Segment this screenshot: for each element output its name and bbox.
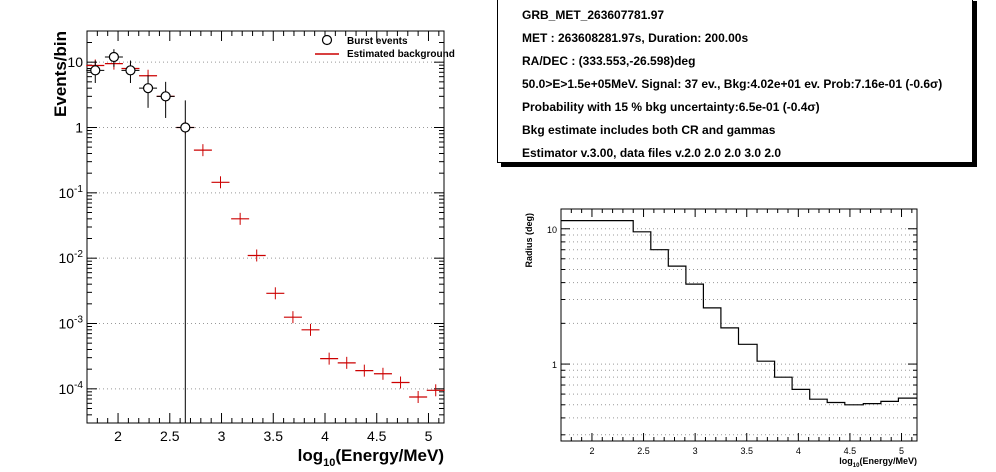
chart1-ytick-label: 10-4	[58, 380, 83, 397]
chart2-xtick-label: 4	[796, 446, 801, 456]
burst-event-point	[90, 65, 101, 76]
chart1-xtick-label: 4.5	[367, 428, 387, 444]
info-signal: 50.0>E>1.5e+05MeV. Signal: 37 ev., Bkg:4…	[522, 77, 943, 91]
chart2-ytick-label: 10	[547, 225, 557, 235]
chart2-xtick-label: 3	[693, 446, 698, 456]
legend-burst-marker	[321, 34, 333, 46]
chart2-frame	[560, 208, 918, 442]
burst-event-point	[108, 51, 120, 63]
info-radec: RA/DEC : (333.553,-26.598)deg	[522, 54, 696, 68]
chart2-xlabel: log10(Energy/MeV)	[839, 456, 917, 469]
chart1-frame	[86, 30, 445, 424]
info-panel: GRB_MET_263607781.97 MET : 263608281.97s…	[497, 0, 973, 163]
burst-event-point	[160, 91, 171, 102]
chart2-ylabel: Radius (deg)	[524, 213, 534, 268]
burst-event-point	[125, 65, 136, 76]
info-estimator: Estimator v.3.00, data files v.2.0 2.0 2…	[522, 146, 782, 160]
chart1-ytick-label: 10-2	[58, 249, 83, 266]
chart1-ytick-label: 1	[75, 120, 83, 136]
chart1-ytick-label: 10-3	[58, 315, 83, 332]
chart2-xtick-label: 3.5	[740, 446, 753, 456]
chart2-xtick-label: 2.5	[637, 446, 650, 456]
chart1-xtick-label: 3.5	[264, 428, 284, 444]
chart1-ytick-label: 10	[67, 54, 83, 70]
chart2-xtick-label: 5	[899, 446, 904, 456]
info-probability: Probability with 15 % bkg uncertainty:6.…	[522, 100, 820, 114]
chart2-ytick-label: 1	[552, 360, 557, 370]
chart2-xtick-label: 4.5	[844, 446, 857, 456]
burst-event-point	[180, 122, 191, 133]
radius-step-line	[561, 220, 917, 406]
legend-background-label: Estimated background	[347, 49, 455, 60]
chart1-ytick-label: 10-1	[58, 184, 83, 201]
chart1-xtick-label: 5	[425, 428, 433, 444]
info-title: GRB_MET_263607781.97	[522, 8, 665, 22]
chart1-ylabel: Events/bin	[51, 31, 70, 117]
burst-event-point	[142, 83, 154, 94]
chart1-xtick-label: 3	[218, 428, 226, 444]
info-bkg-estimate: Bkg estimate includes both CR and gammas	[522, 123, 776, 137]
chart1-xtick-label: 2.5	[160, 428, 180, 444]
chart1-xtick-label: 2	[114, 428, 122, 444]
chart1-xtick-label: 4	[321, 428, 329, 444]
info-met: MET : 263608281.97s, Duration: 200.00s	[522, 31, 749, 45]
chart1-xlabel: log10(Energy/MeV)	[298, 446, 444, 469]
legend-burst-label: Burst events	[347, 36, 408, 47]
chart2-xtick-label: 2	[589, 446, 594, 456]
